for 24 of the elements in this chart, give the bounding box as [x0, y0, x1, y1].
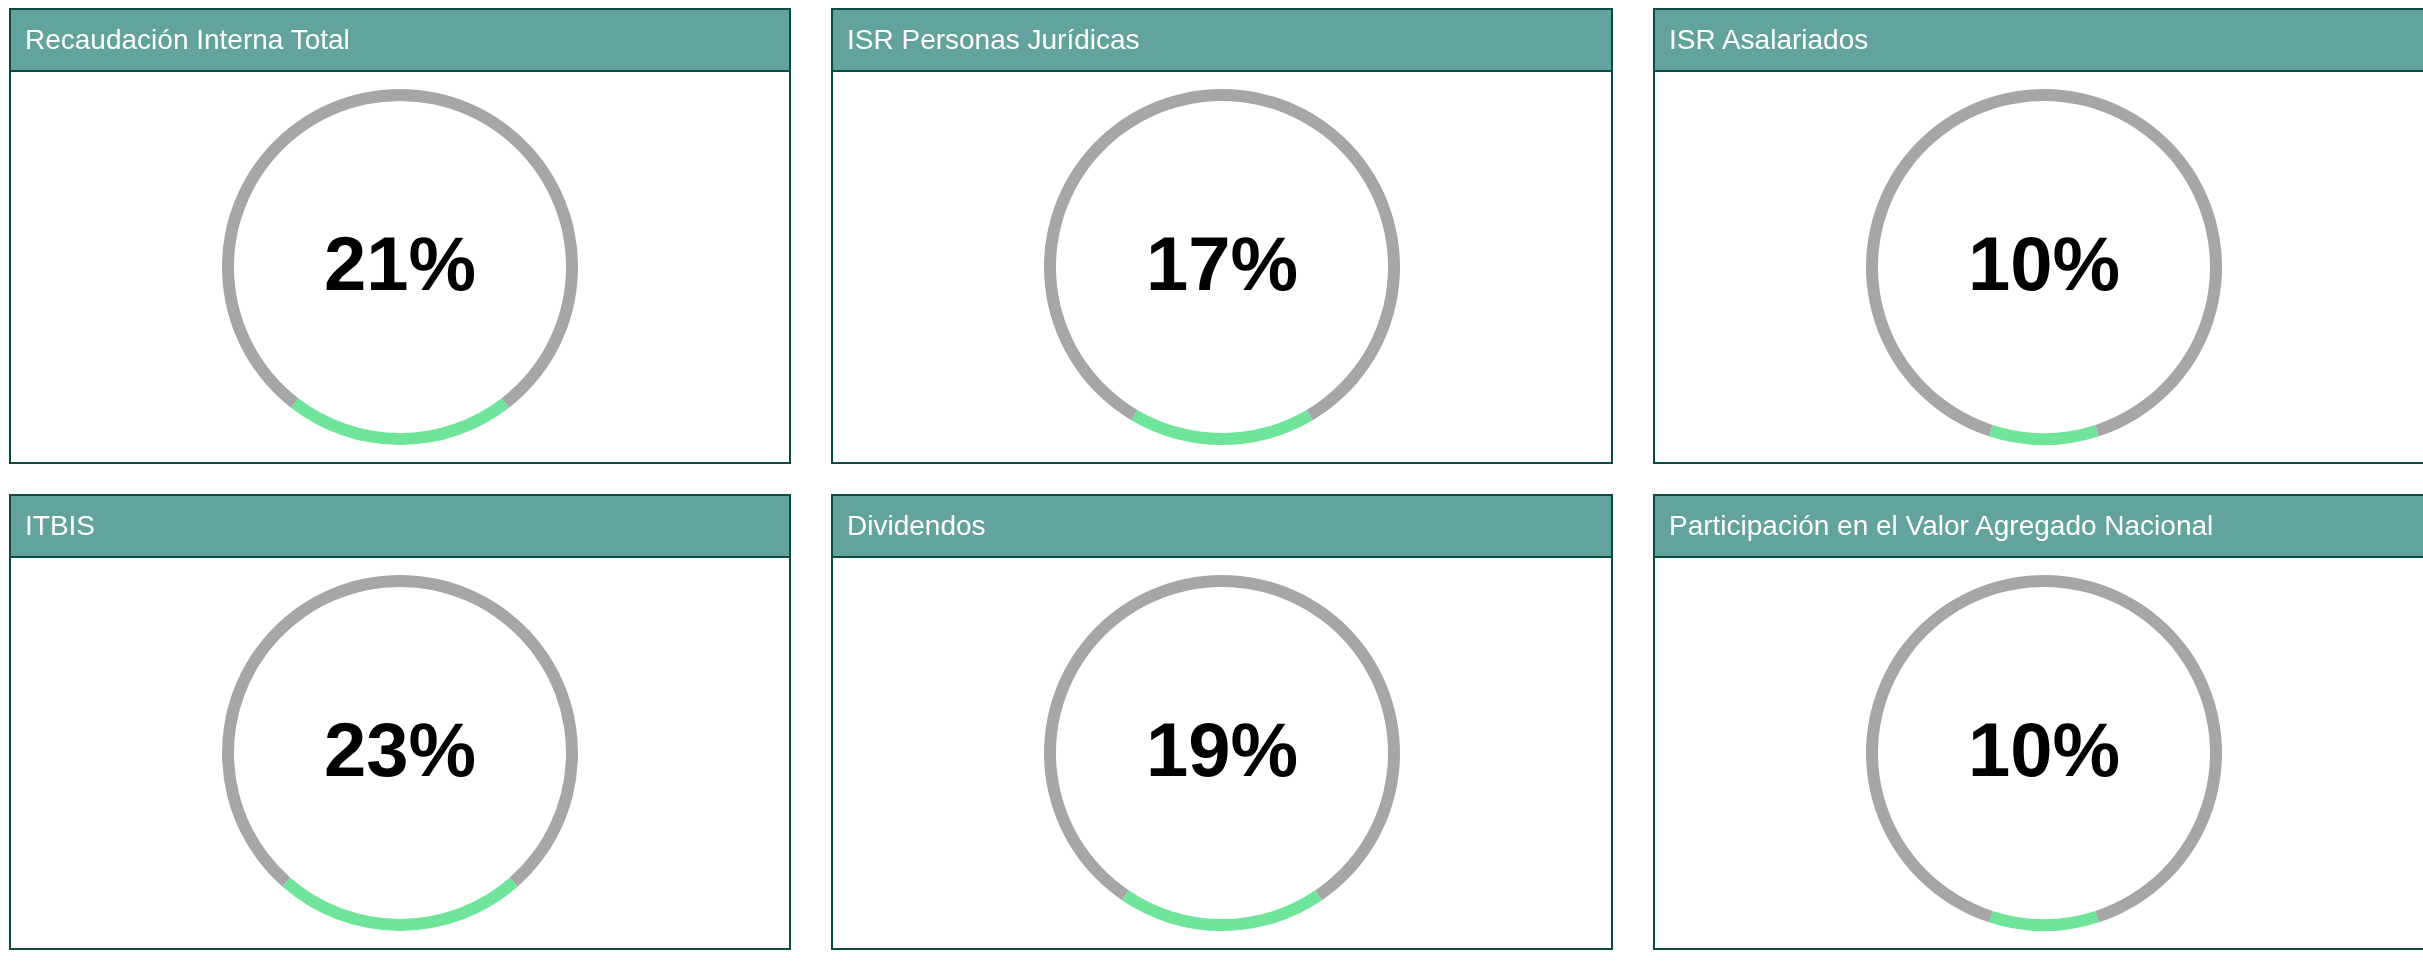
donut-slice — [1989, 910, 2100, 931]
chart-title: Dividendos — [833, 496, 1611, 558]
text: 10% — [1967, 221, 2121, 306]
donut-slice — [222, 575, 578, 887]
chart-title: ISR Personas Jurídicas — [833, 10, 1611, 72]
chart-title: Participación en el Valor Agregado Nacional — [1655, 496, 2423, 558]
donut-slice — [282, 877, 518, 931]
text: 21% — [323, 221, 477, 306]
text: 23% — [323, 707, 477, 792]
donut-slice — [1044, 89, 1400, 421]
donut-slice — [290, 398, 510, 445]
donut-slice — [1866, 575, 2222, 923]
donut-slice — [1131, 409, 1313, 445]
donut-slice — [222, 89, 578, 408]
chart-title: Recaudación Interna Total — [11, 10, 789, 72]
text: 19% — [1145, 707, 1299, 792]
chart-title: ISR Asalariados — [1655, 10, 2423, 72]
donut-slice — [1989, 424, 2100, 445]
donut-slice — [1866, 89, 2222, 437]
donut-slice — [1044, 575, 1400, 901]
chart-title: ITBIS — [11, 496, 789, 558]
text: 10% — [1967, 707, 2121, 792]
donut-slice — [1121, 890, 1323, 931]
text: 17% — [1145, 221, 1299, 306]
